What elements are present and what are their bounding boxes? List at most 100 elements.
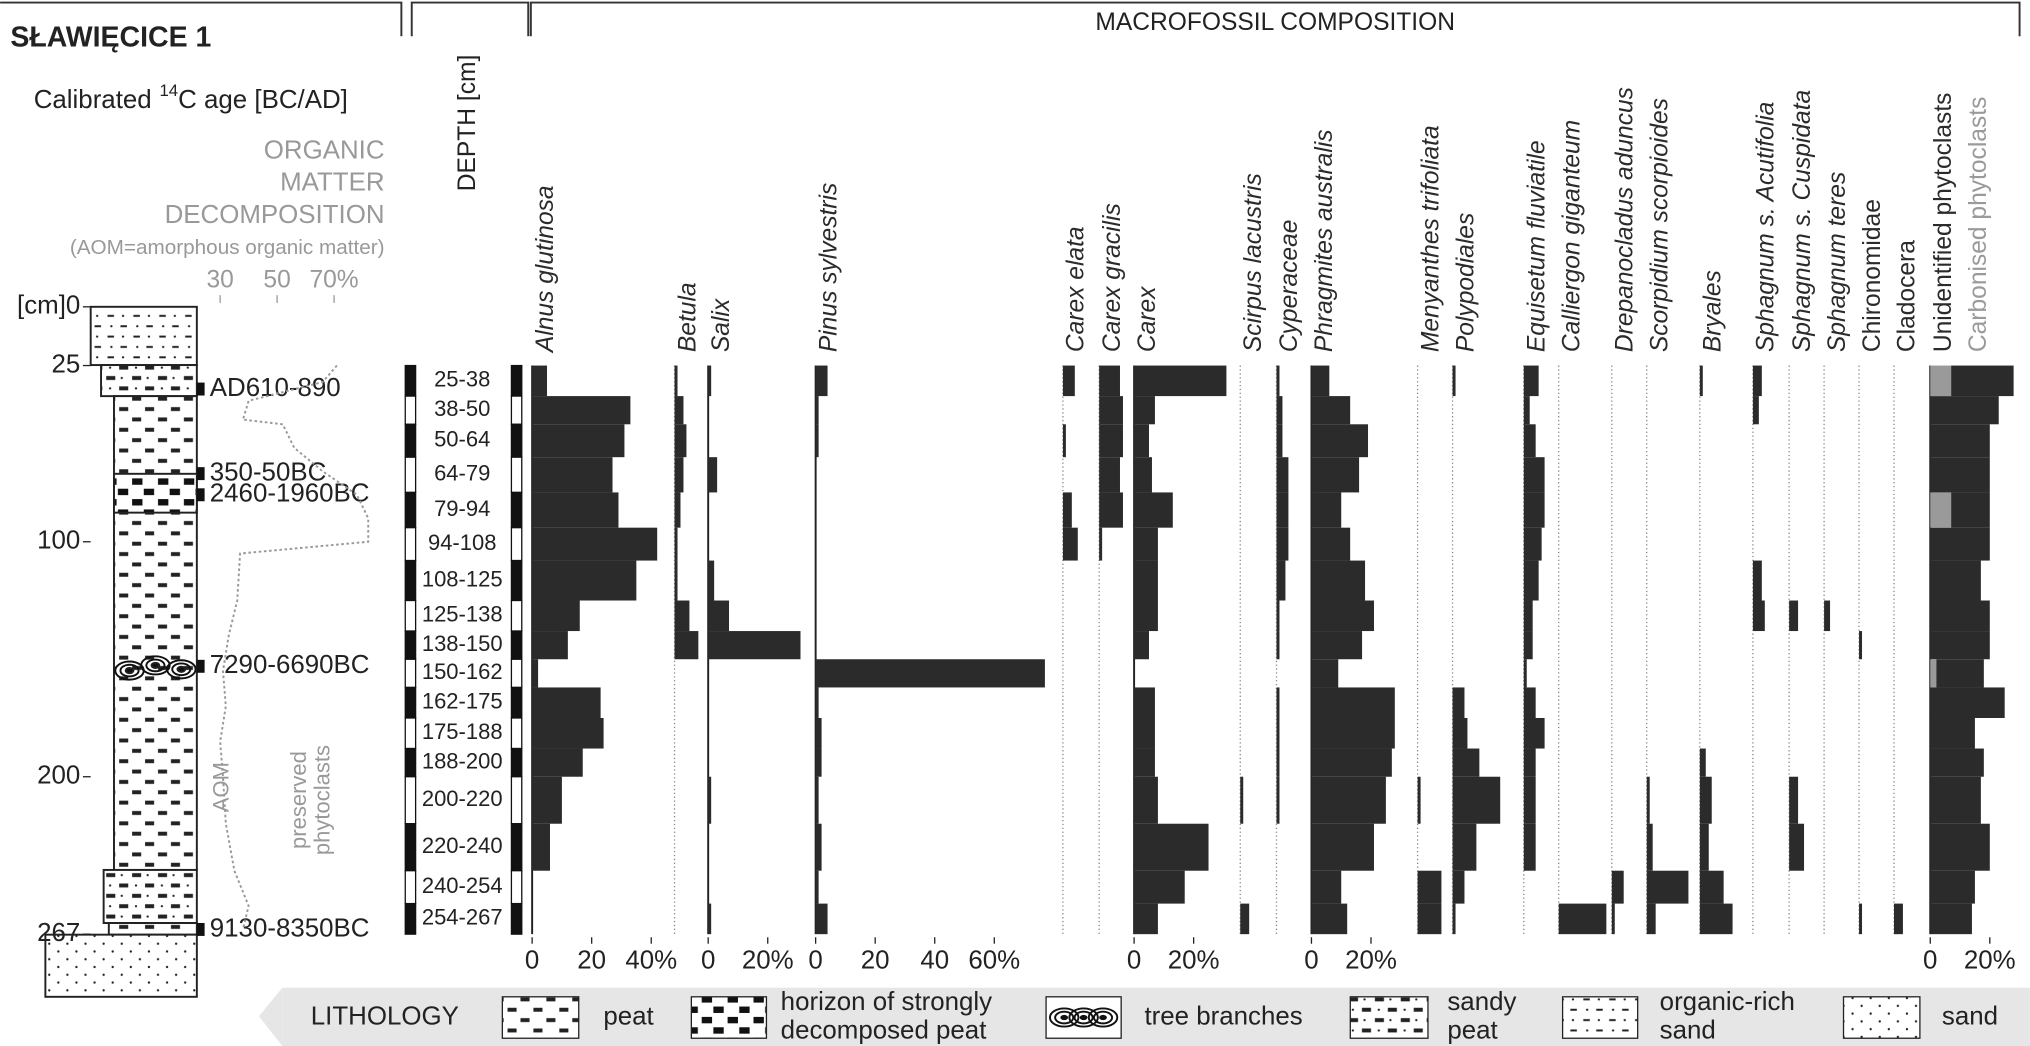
bar [1134, 717, 1155, 749]
x-tick-label: 40% [625, 947, 677, 975]
bar [674, 560, 678, 601]
bar [674, 631, 699, 660]
bar [1523, 717, 1545, 749]
bar [1276, 457, 1289, 493]
bar [1311, 659, 1339, 688]
sample-strip [404, 599, 417, 632]
tree-branch-icon [140, 655, 171, 676]
x-tick-label: 0 [1127, 947, 1141, 975]
legend-swatch [501, 996, 580, 1039]
bar [1452, 365, 1456, 397]
bar [1276, 631, 1280, 660]
bar [1062, 527, 1078, 561]
bar [1930, 659, 1937, 688]
depth-label: 240-254 [422, 873, 503, 898]
bar [1276, 527, 1289, 561]
bar [1276, 396, 1283, 425]
bar [1276, 717, 1280, 749]
bar [1417, 870, 1442, 904]
depth-label: 94-108 [428, 530, 497, 555]
bar [1452, 823, 1477, 871]
bar [1240, 903, 1250, 935]
taxon-label: Carex gracilis [1099, 203, 1126, 352]
date-marker [196, 382, 205, 396]
taxon-label: Calliergon giganteum [1558, 120, 1585, 352]
bar [1930, 365, 1952, 397]
depth-label: 79-94 [434, 496, 490, 521]
bar [1311, 424, 1369, 458]
taxon-label: Sphagnum teres [1824, 172, 1851, 352]
taxon-label: Equisetum fluviatile [1524, 140, 1551, 352]
age-label-part: Calibrated [34, 86, 152, 114]
x-tick-label: 20% [1964, 947, 2016, 975]
bar [1311, 631, 1363, 660]
bar [532, 631, 568, 660]
taxon-label: Polypodiales [1452, 213, 1479, 352]
legend-label: sand [1942, 1002, 1998, 1030]
bar [1417, 776, 1421, 824]
date-label: 2460-1960BC [210, 480, 370, 508]
bar [1752, 396, 1759, 425]
sample-strip [404, 423, 417, 458]
bar [1276, 560, 1286, 601]
bar [1452, 687, 1465, 718]
bar [1752, 560, 1762, 601]
legend-label: sand [1660, 1017, 1716, 1045]
sample-strip [510, 559, 523, 602]
bar [1134, 527, 1158, 561]
bar [1311, 457, 1360, 493]
tree-branch-icon [114, 660, 145, 681]
x-tick-label: 20 [577, 947, 606, 975]
bar [1611, 903, 1615, 935]
sample-strip [510, 717, 523, 750]
bar [532, 560, 637, 601]
depth-label: 162-175 [422, 689, 503, 714]
bar [815, 823, 822, 871]
x-tick-label: 20% [742, 947, 794, 975]
bar [1134, 560, 1158, 601]
x-tick-label: 60% [968, 947, 1020, 975]
bar [1276, 424, 1283, 458]
legend-label: peat [603, 1002, 653, 1030]
bar [815, 748, 822, 777]
bar [1789, 823, 1805, 871]
bar [708, 457, 718, 493]
depth-label: 150-162 [422, 659, 503, 684]
lithology-layer [102, 868, 198, 924]
lithology-layer [44, 933, 198, 998]
lithology-layer [113, 472, 198, 514]
depth-label: 254-267 [422, 905, 503, 930]
om-tick-label: 50 [263, 266, 290, 293]
sample-strip [510, 776, 523, 825]
bar [1523, 527, 1542, 561]
bar [1311, 600, 1374, 632]
bar [1311, 776, 1386, 824]
bar [1752, 600, 1765, 632]
bar [708, 560, 715, 601]
bar [1311, 492, 1342, 528]
bar [1523, 457, 1545, 493]
sample-strip [404, 491, 417, 529]
bar [532, 365, 548, 397]
bar [532, 659, 539, 688]
bar [1134, 823, 1209, 871]
bar [1417, 903, 1442, 935]
bar [708, 600, 730, 632]
bar [1311, 903, 1348, 935]
bar [708, 365, 712, 397]
x-tick-label: 0 [701, 947, 715, 975]
bar [532, 396, 631, 425]
sample-strip [404, 559, 417, 602]
taxon-label: Salix [708, 297, 735, 352]
y-tick-label: 200 [37, 762, 80, 790]
depth-label: 175-188 [422, 719, 503, 744]
bar [1311, 717, 1395, 749]
bar [1894, 903, 1903, 935]
om-title: MATTER [280, 169, 384, 197]
sample-strip [404, 902, 417, 935]
bar [1311, 365, 1330, 397]
depth-label: 25-38 [434, 367, 490, 392]
bar [1523, 659, 1527, 688]
age-label-part: C age [BC/AD] [178, 86, 348, 114]
